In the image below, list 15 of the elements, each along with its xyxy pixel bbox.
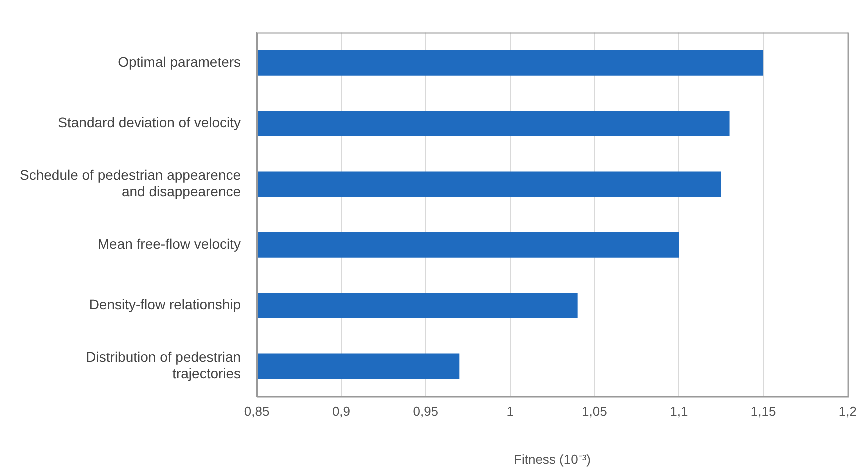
x-tick-label: 0,9 xyxy=(332,404,351,420)
x-tick-label: 0,95 xyxy=(413,404,439,420)
x-tick-label: 0,85 xyxy=(244,404,270,420)
x-tick-label: 1,05 xyxy=(582,404,608,420)
y-tick-label: Standard deviation of velocity xyxy=(58,114,242,131)
y-tick-label: Optimal parameters xyxy=(118,54,242,70)
x-tick-label: 1,2 xyxy=(838,404,858,420)
x-axis-title: Fitness (10⁻³) xyxy=(514,452,591,467)
y-tick-label: Mean free-flow velocity xyxy=(98,236,242,252)
y-tick-label: Density-flow relationship xyxy=(89,296,242,313)
x-tick-label: 1 xyxy=(506,404,514,420)
y-tick-label: Schedule of pedestrian appearence and disappearence xyxy=(20,166,242,200)
y-tick-label: Distribution of pedestrian trajectories xyxy=(86,348,242,382)
x-tick-label: 1,15 xyxy=(750,404,776,420)
x-tick-label: 1,1 xyxy=(670,404,688,420)
